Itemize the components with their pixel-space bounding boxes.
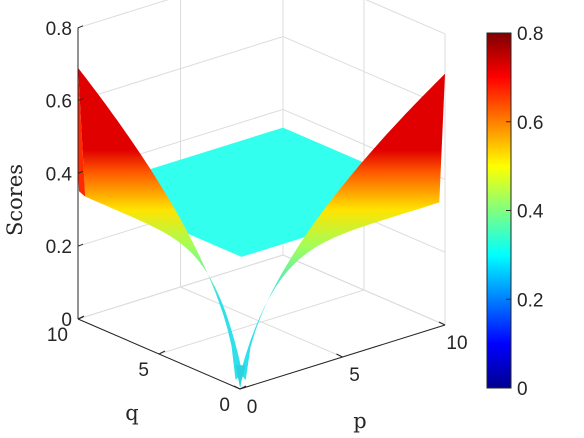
x-axis-label: p xyxy=(353,409,366,433)
colorbar-tick-label: 0.2 xyxy=(517,290,543,311)
z-tick-label: 0 xyxy=(61,310,72,331)
y-tick-mark xyxy=(239,385,247,390)
z-tick-label: 0.2 xyxy=(46,237,72,258)
x-tick-label: 10 xyxy=(446,333,467,354)
y-tick-label: 10 xyxy=(47,325,68,346)
colorbar-tick-label: 0 xyxy=(517,379,528,400)
x-tick-mark xyxy=(438,321,446,326)
y-tick-mark xyxy=(77,315,85,320)
y-axis-label: q xyxy=(125,401,138,425)
x-tick-mark xyxy=(336,353,343,358)
x-tick-mark xyxy=(233,385,241,390)
colorbar: 0 0.2 0.4 0.6 0.8 xyxy=(486,24,544,400)
z-tick-mark xyxy=(77,170,84,174)
gridline-floor-q xyxy=(158,289,365,355)
z-tick-label: 0.6 xyxy=(46,92,72,113)
y-tick-label: 0 xyxy=(219,395,230,416)
z-tick-label: 0.4 xyxy=(46,164,73,185)
gridline-z xyxy=(365,0,446,35)
gridline-z xyxy=(77,0,169,29)
z-tick-mark xyxy=(77,243,84,247)
ridge-face-p xyxy=(240,73,445,380)
ridge-face-q xyxy=(78,67,243,380)
ridge-cap-q xyxy=(78,67,86,197)
z-tick-label: 0.8 xyxy=(46,19,72,40)
z-tick-mark xyxy=(77,98,84,102)
z-tick-mark xyxy=(77,25,84,29)
x-tick-label: 5 xyxy=(349,365,360,386)
ridge-corner xyxy=(235,365,246,389)
x-tick-label: 0 xyxy=(247,397,258,418)
colorbar-tick-label: 0.8 xyxy=(517,24,543,45)
y-tick-label: 5 xyxy=(138,360,149,381)
colorbar-tick-label: 0.4 xyxy=(517,202,544,223)
surface-plot xyxy=(78,67,445,389)
z-axis-label: Scores xyxy=(3,164,27,236)
colorbar-tick-label: 0.6 xyxy=(517,113,543,134)
y-tick-mark xyxy=(158,350,166,355)
gridline-floor-q xyxy=(77,254,284,320)
